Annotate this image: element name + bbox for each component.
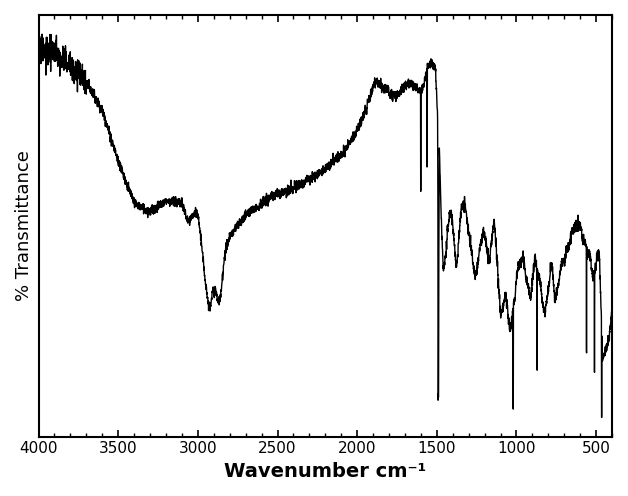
X-axis label: Wavenumber cm⁻¹: Wavenumber cm⁻¹ xyxy=(224,462,426,481)
Y-axis label: % Transmittance: % Transmittance xyxy=(15,150,33,301)
